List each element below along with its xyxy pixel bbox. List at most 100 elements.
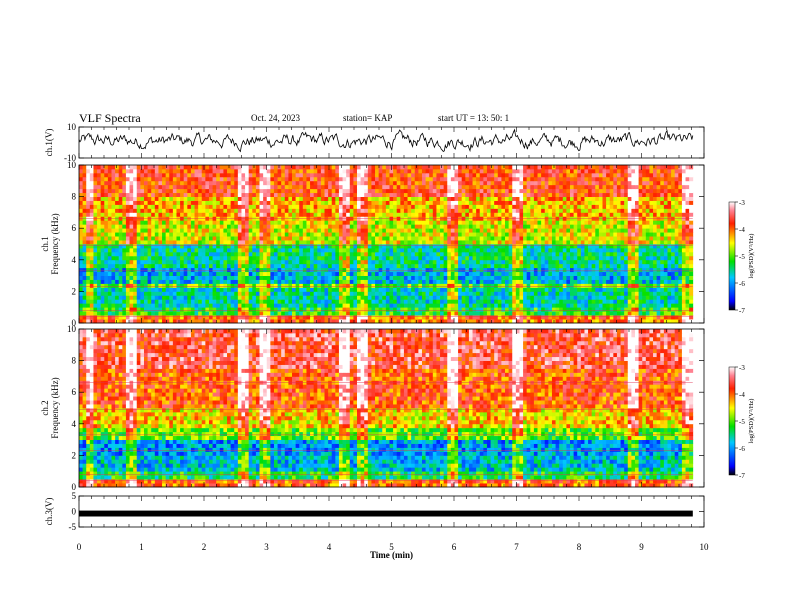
spectrogram-cell — [559, 236, 564, 241]
spectrogram-cell — [335, 224, 340, 229]
spectrogram-cell — [284, 287, 289, 292]
spectrogram-cell — [649, 319, 654, 324]
spectrogram-cell — [505, 287, 510, 292]
spectrogram-cell — [584, 247, 589, 253]
spectrogram-cell — [649, 263, 654, 269]
spectrogram-cell — [245, 271, 250, 276]
spectrogram-cell — [299, 319, 304, 324]
spectrogram-cell — [689, 224, 694, 229]
spectrogram-cell — [194, 228, 199, 233]
spectrogram-cell — [591, 291, 596, 296]
spectrogram-cell — [79, 247, 84, 253]
spectrogram-cell — [198, 283, 203, 288]
spectrogram-cell — [447, 240, 452, 245]
spectrogram-cell — [335, 240, 340, 245]
spectrogram-cell — [79, 204, 84, 209]
spectrogram-cell — [89, 299, 94, 304]
spectrogram-cell — [248, 295, 253, 300]
spectrogram-cell — [461, 208, 466, 213]
spectrogram-cell — [335, 251, 340, 257]
spectrogram-cell — [367, 224, 372, 229]
spectrogram-cell — [548, 287, 553, 292]
spectrogram-cell — [609, 303, 614, 308]
spectrogram-cell — [111, 204, 116, 209]
spectrogram-cell — [125, 244, 130, 249]
spectrogram-cell — [270, 287, 275, 292]
spectrogram-cell — [598, 279, 603, 284]
spectrogram-cell — [588, 283, 593, 288]
spectrogram-cell — [512, 208, 517, 213]
spectrogram-cell — [162, 291, 167, 296]
spectrogram-cell — [245, 275, 250, 280]
spectrogram-cell — [208, 303, 213, 308]
spectrogram-cell — [443, 244, 448, 249]
spectrogram-cell — [681, 279, 686, 284]
spectrogram-cell — [512, 267, 517, 273]
spectrogram-cell — [541, 224, 546, 229]
spectrogram-cell — [551, 244, 556, 249]
spectrogram-cell — [219, 255, 224, 261]
spectrogram-cell — [678, 224, 683, 229]
spectrogram-cell — [465, 267, 470, 273]
spectrogram-cell — [634, 251, 639, 257]
spectrogram-cell — [523, 259, 528, 265]
spectrogram-cell — [151, 311, 156, 316]
spectrogram-cell — [476, 232, 481, 237]
spectrogram-cell — [342, 267, 347, 273]
spectrogram-cell — [154, 244, 159, 249]
spectrogram-cell — [158, 263, 163, 269]
spectrogram-cell — [263, 311, 268, 316]
spectrogram-cell — [212, 283, 217, 288]
spectrogram-cell — [595, 224, 600, 229]
spectrogram-cell — [93, 279, 98, 284]
spectrogram-cell — [158, 307, 163, 312]
spectrogram-cell — [443, 295, 448, 300]
spectrogram-cell — [230, 311, 235, 316]
spectrogram-cell — [591, 311, 596, 316]
spectrogram-cell — [324, 319, 329, 324]
spectrogram-cell — [190, 247, 195, 253]
spectrogram-cell — [555, 232, 560, 237]
spectrogram-cell — [338, 244, 343, 249]
spectrogram-cell — [595, 299, 600, 304]
spectrogram-cell — [580, 315, 585, 320]
spectrogram-cell — [642, 255, 647, 261]
spectrogram-cell — [656, 275, 661, 280]
spectrogram-cell — [277, 259, 282, 265]
spectrogram-cell — [551, 295, 556, 300]
spectrogram-cell — [551, 208, 556, 213]
spectrogram-cell — [237, 232, 242, 237]
spectrogram-cell — [689, 220, 694, 225]
spectrogram-cell — [403, 263, 408, 269]
spectrogram-cell — [375, 287, 380, 292]
spectrogram-cell — [541, 212, 546, 217]
spectrogram-cell — [180, 295, 185, 300]
spectrogram-cell — [501, 240, 506, 245]
spectrogram-cell — [551, 315, 556, 320]
spectrogram-cell — [461, 311, 466, 316]
spectrogram-cell — [338, 251, 343, 257]
spectrogram-cell — [349, 287, 354, 292]
spectrogram-cell — [660, 295, 665, 300]
spectrogram-cell — [512, 255, 517, 261]
spectrogram-cell — [447, 311, 452, 316]
spectrogram-cell — [216, 295, 221, 300]
spectrogram-cell — [219, 251, 224, 257]
spectrogram-cell — [281, 228, 286, 233]
spectrogram-cell — [205, 311, 210, 316]
spectrogram-cell — [93, 251, 98, 257]
spectrogram-cell — [631, 299, 636, 304]
spectrogram-cell — [143, 307, 148, 312]
spectrogram-cell — [411, 224, 416, 229]
spectrogram-cell — [472, 307, 477, 312]
spectrogram-cell — [245, 255, 250, 261]
spectrogram-cell — [396, 291, 401, 296]
spectrogram-cell — [302, 315, 307, 320]
spectrogram-cell — [508, 232, 513, 237]
spectrogram-cell — [573, 271, 578, 276]
spectrogram-cell — [364, 208, 369, 213]
spectrogram-cell — [681, 267, 686, 273]
spectrogram-cell — [450, 287, 455, 292]
spectrogram-cell — [292, 220, 297, 225]
spectrogram-cell — [281, 279, 286, 284]
